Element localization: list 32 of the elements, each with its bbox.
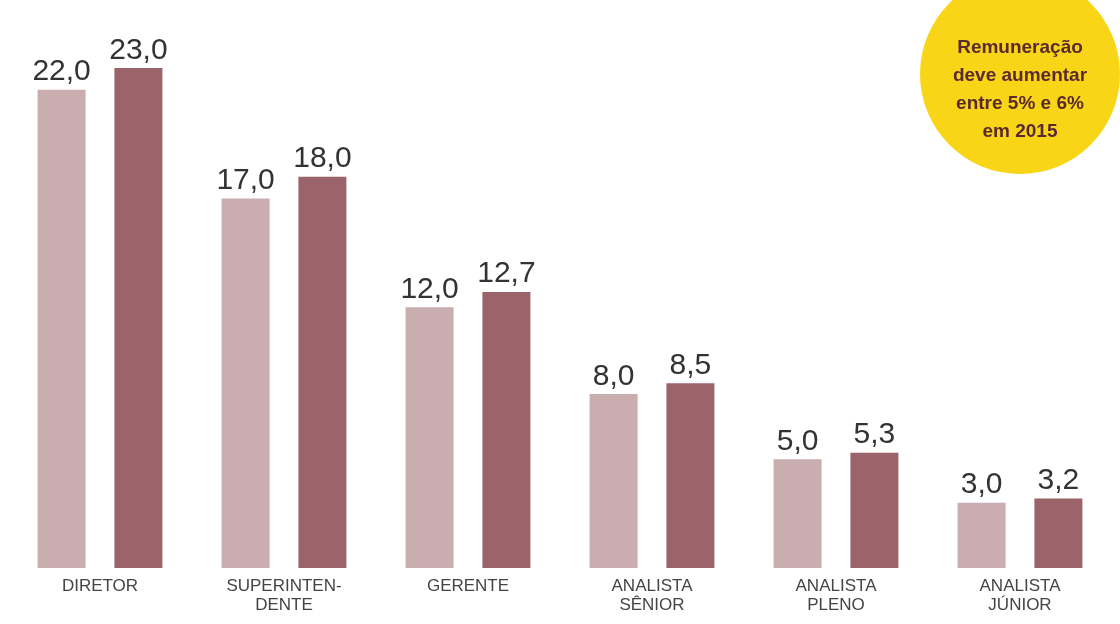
x-tick-label: ANALISTA JÚNIOR	[979, 576, 1062, 614]
data-label: 5,3	[853, 416, 896, 450]
x-tick-label: SUPERINTEN- DENTE	[226, 576, 342, 614]
bar	[114, 68, 163, 568]
x-tick-label: ANALISTA SÊNIOR	[611, 576, 694, 614]
data-label: 3,2	[1037, 461, 1080, 495]
data-label: 5,0	[776, 422, 819, 456]
data-label: 23,0	[109, 31, 168, 65]
data-label: 18,0	[293, 140, 352, 174]
bar	[957, 502, 1006, 568]
data-label: 8,5	[669, 346, 712, 380]
bar	[773, 459, 822, 568]
data-label: 17,0	[216, 161, 275, 195]
data-label: 12,7	[477, 255, 536, 289]
bar	[221, 198, 270, 568]
data-label: 3,0	[960, 466, 1003, 500]
x-tick-label: DIRETOR	[61, 576, 139, 595]
x-tick-label: ANALISTA PLENO	[795, 576, 878, 614]
annotation: Remuneração deve aumentar entre 5% e 6% em 2015	[951, 35, 1089, 143]
data-label: 12,0	[400, 270, 459, 304]
bar	[666, 383, 715, 568]
bar	[298, 176, 347, 568]
bar	[1034, 498, 1083, 568]
bar	[850, 452, 899, 568]
bar	[482, 291, 531, 568]
round-badge: Remuneração deve aumentar entre 5% e 6% em 2015	[920, 0, 1120, 174]
bar	[405, 307, 454, 568]
data-label: 8,0	[592, 357, 635, 391]
bar	[589, 394, 638, 568]
x-tick-label: GERENTE	[426, 576, 510, 595]
data-label: 22,0	[32, 53, 91, 87]
bar	[37, 89, 86, 568]
